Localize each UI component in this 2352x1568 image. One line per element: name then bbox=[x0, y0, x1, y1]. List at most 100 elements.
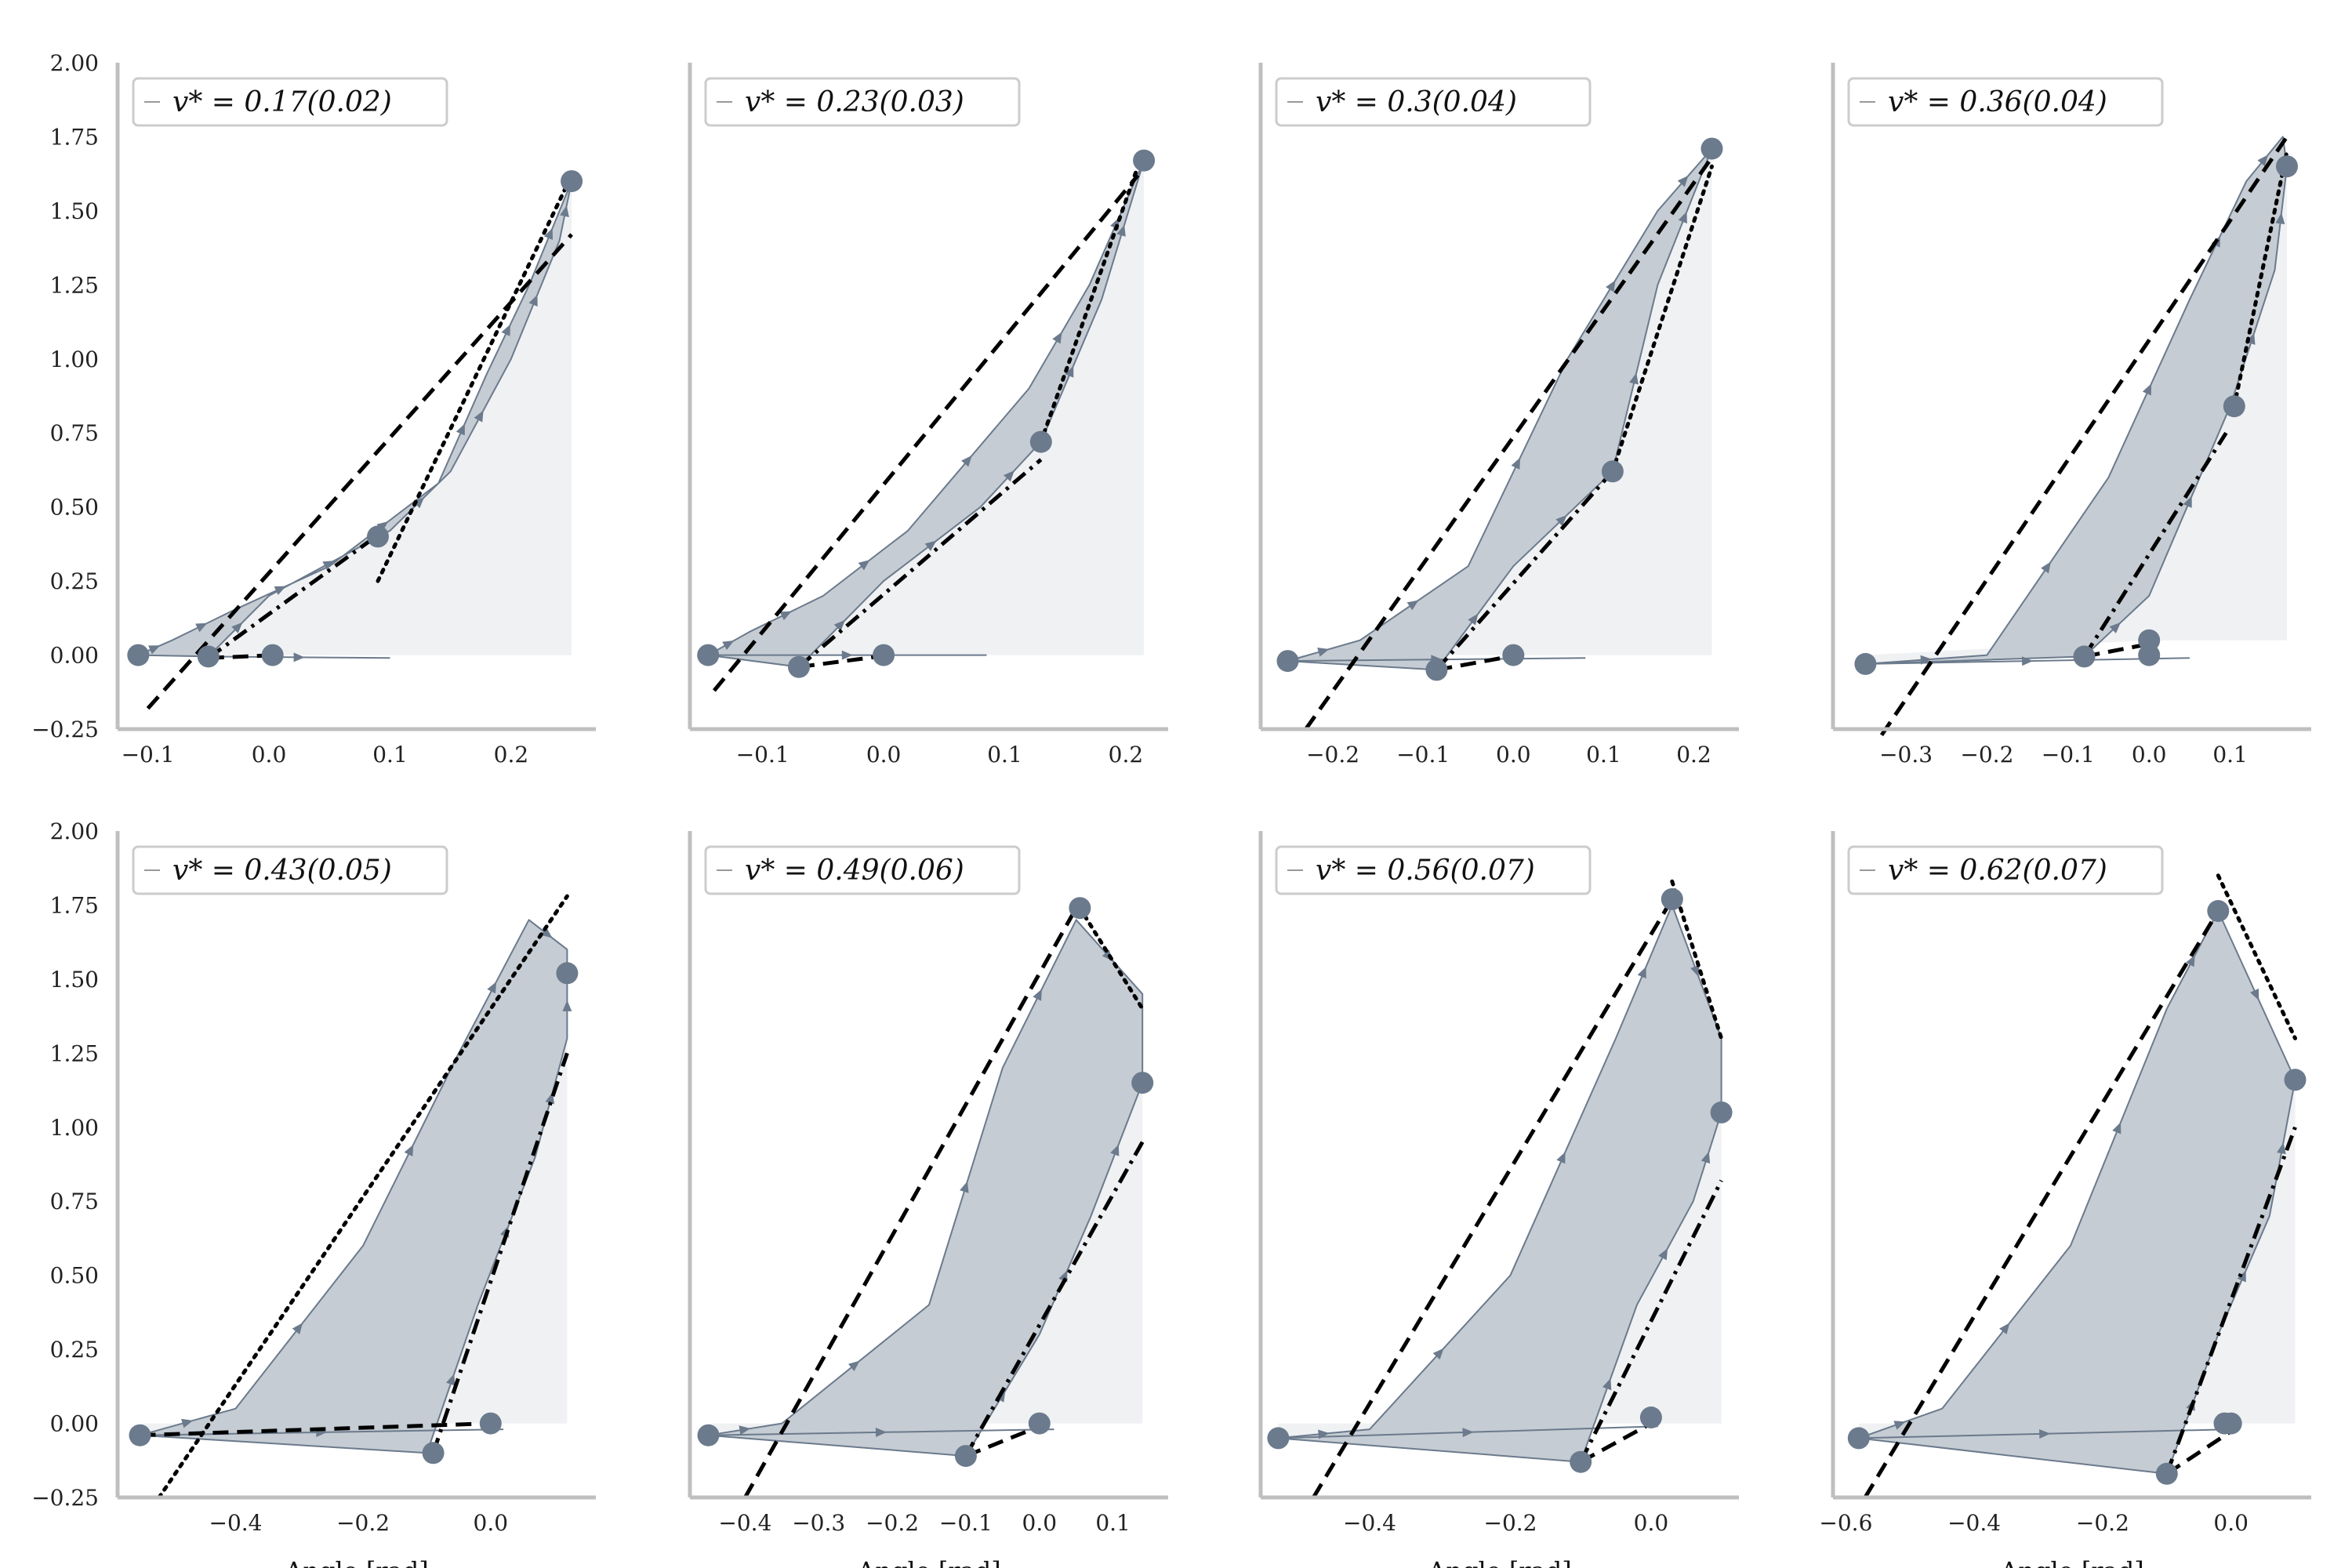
x-tick-label: 0.0 bbox=[1022, 1510, 1058, 1536]
direction-arrow bbox=[1432, 1348, 1444, 1360]
subplot-3: −0.2 −0.1 0.0 0.1 0.2 v* = 0.3(0.04) bbox=[1258, 63, 1739, 768]
y-tick-label: 0.00 bbox=[50, 1411, 99, 1437]
x-tick-label: −0.2 bbox=[1306, 742, 1359, 768]
y-tick-label: 2.00 bbox=[50, 818, 99, 844]
state-marker bbox=[1425, 659, 1448, 681]
subplot-6: −0.4 −0.3 −0.2 −0.1 0.0 0.1 Angle [rad] v* = 0.… bbox=[688, 831, 1168, 1568]
direction-arrow bbox=[562, 1000, 572, 1011]
direction-arrow bbox=[960, 1181, 969, 1193]
state-marker bbox=[1847, 1427, 1870, 1450]
direction-arrow bbox=[540, 927, 553, 938]
x-tick-label: −0.2 bbox=[2076, 1510, 2129, 1536]
direction-arrow bbox=[322, 561, 335, 571]
direction-arrow bbox=[501, 324, 511, 336]
direction-arrow bbox=[2275, 212, 2285, 224]
x-tick-label: −0.2 bbox=[1960, 742, 2013, 768]
direction-arrow bbox=[2039, 1428, 2051, 1439]
x-tick-label: 0.0 bbox=[2132, 742, 2167, 768]
state-marker bbox=[367, 525, 389, 548]
direction-arrow bbox=[2185, 955, 2195, 967]
legend-box bbox=[1847, 845, 2164, 895]
state-marker bbox=[1069, 897, 1091, 920]
direction-arrow bbox=[456, 423, 465, 436]
direction-arrow bbox=[1690, 964, 1700, 977]
legend-label: v* = 0.56(0.07) bbox=[1316, 855, 1535, 887]
state-marker bbox=[2220, 1412, 2242, 1435]
direction-arrow bbox=[2142, 383, 2152, 396]
x-tick-label: 0.0 bbox=[2213, 1510, 2249, 1536]
legend-label: v* = 0.17(0.02) bbox=[172, 86, 392, 118]
dashdot-fit-line bbox=[964, 1141, 1145, 1457]
direction-arrow bbox=[2250, 988, 2259, 1001]
direction-arrow bbox=[2041, 561, 2051, 574]
direction-arrow bbox=[1700, 1151, 1711, 1164]
y-tick-label: 0.25 bbox=[50, 568, 99, 594]
x-tick-label: −0.4 bbox=[1343, 1510, 1396, 1536]
x-tick-label: −0.1 bbox=[939, 1510, 993, 1536]
direction-arrow bbox=[1920, 655, 1932, 665]
x-axis-label: Angle [rad] bbox=[856, 1556, 1000, 1568]
subplot-1: 2.00 1.75 1.50 1.25 1.00 0.75 0.50 0.25 0.00 −0.2… bbox=[31, 50, 596, 768]
state-marker bbox=[1267, 1427, 1290, 1450]
direction-arrow bbox=[181, 1418, 194, 1428]
x-tick-label: −0.3 bbox=[1879, 742, 1933, 768]
x-tick-label: −0.2 bbox=[866, 1510, 919, 1536]
y-tick-label: 1.75 bbox=[50, 124, 99, 150]
dashed-fit-line bbox=[1304, 156, 1714, 731]
subplot-2: −0.1 0.0 0.1 0.2 v* = 0.23(0.03) bbox=[688, 63, 1168, 768]
direction-arrow bbox=[722, 640, 735, 651]
direction-arrow bbox=[739, 1425, 751, 1436]
y-tick-label: 0.75 bbox=[50, 420, 99, 446]
dashdot-fit-line bbox=[1578, 1179, 1723, 1463]
dotted-fit-line bbox=[1077, 906, 1145, 1011]
y-tick-label: 1.00 bbox=[50, 347, 99, 372]
direction-arrow bbox=[528, 294, 538, 307]
shadow-region bbox=[1287, 148, 1712, 662]
direction-arrow bbox=[1602, 1378, 1612, 1391]
direction-arrow bbox=[1406, 600, 1419, 611]
legend-label: v* = 0.49(0.06) bbox=[745, 855, 964, 887]
state-marker bbox=[1854, 652, 1877, 675]
subplot-5: 2.00 1.75 1.50 1.25 1.00 0.75 0.50 0.25 0.00 −0.2… bbox=[31, 818, 596, 1568]
legend-label: v* = 0.62(0.07) bbox=[1888, 855, 2107, 887]
x-tick-label: −0.1 bbox=[122, 742, 175, 768]
x-tick-label: 0.1 bbox=[987, 742, 1022, 768]
direction-arrow bbox=[148, 645, 161, 655]
state-marker bbox=[261, 644, 284, 666]
dotted-fit-line bbox=[2216, 873, 2297, 1040]
dashdot-fit-line bbox=[207, 528, 386, 660]
direction-arrow bbox=[560, 205, 569, 217]
state-marker bbox=[697, 644, 720, 666]
x-axis-label: Angle [rad] bbox=[1999, 1556, 2143, 1568]
direction-arrow bbox=[924, 540, 937, 551]
loop-area bbox=[707, 919, 1144, 1457]
direction-arrow bbox=[1658, 1248, 1668, 1261]
legend-box bbox=[704, 77, 1021, 127]
direction-arrow bbox=[1116, 224, 1126, 237]
x-axis-label: Angle [rad] bbox=[284, 1556, 428, 1568]
state-marker bbox=[1639, 1406, 1662, 1428]
x-tick-label: 0.1 bbox=[1586, 742, 1621, 768]
direction-arrow bbox=[1629, 372, 1639, 385]
state-marker bbox=[2138, 644, 2161, 666]
dashed-fit-line bbox=[2165, 1428, 2236, 1475]
dashed-fit-line bbox=[712, 174, 1140, 692]
x-tick-label: −0.3 bbox=[792, 1510, 845, 1536]
state-marker bbox=[2223, 395, 2245, 418]
subplot-7: −0.4 −0.2 0.0 Angle [rad] v* = 0.56(0.07) bbox=[1258, 831, 1739, 1568]
state-marker bbox=[2276, 155, 2298, 178]
y-tick-label: 1.25 bbox=[50, 272, 99, 298]
state-marker bbox=[2073, 645, 2096, 668]
direction-arrow bbox=[848, 1360, 860, 1372]
dashdot-fit-line bbox=[797, 458, 1043, 669]
direction-arrow bbox=[1317, 648, 1330, 657]
direction-arrow bbox=[1318, 1429, 1330, 1439]
dotted-fit-line bbox=[1610, 164, 1714, 474]
x-tick-label: 0.2 bbox=[1109, 742, 1144, 768]
state-marker bbox=[1700, 137, 1723, 160]
dotted-fit-line bbox=[157, 894, 569, 1500]
y-tick-label: −0.25 bbox=[31, 1485, 99, 1511]
direction-arrow bbox=[2257, 154, 2269, 167]
state-marker bbox=[2207, 900, 2230, 922]
